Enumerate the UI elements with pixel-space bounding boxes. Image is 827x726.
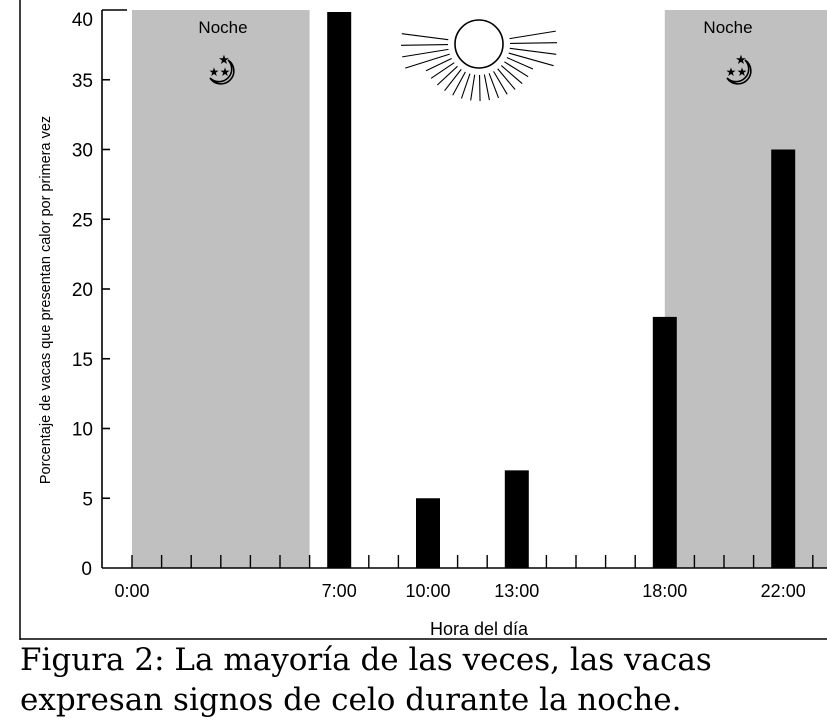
y-tick-label: 10 bbox=[72, 420, 93, 441]
y-tick-label: 0 bbox=[81, 559, 92, 580]
sun-ray bbox=[497, 68, 516, 90]
moon-stars-icon: ★ ★ ★ bbox=[726, 53, 752, 85]
sun-ray bbox=[444, 69, 462, 92]
night-label-left: Noche bbox=[198, 18, 247, 37]
sun-ray bbox=[504, 61, 529, 78]
sun-ray bbox=[483, 74, 490, 101]
sun-icon bbox=[401, 19, 557, 102]
bar bbox=[327, 12, 352, 568]
sun-ray bbox=[488, 73, 500, 99]
caption-line-2: expresan signos de celo durante la noche… bbox=[20, 682, 682, 718]
sun-ray bbox=[405, 53, 450, 69]
sun-ray bbox=[460, 73, 471, 99]
sun-ray bbox=[436, 65, 458, 86]
sun-ray bbox=[509, 30, 556, 40]
sun-ray bbox=[452, 71, 466, 96]
sun-ray bbox=[509, 47, 557, 55]
x-tick-label: 7:00 bbox=[322, 581, 357, 601]
sun-ray bbox=[509, 42, 557, 45]
sun-ray bbox=[430, 62, 455, 79]
x-tick-label: 13:00 bbox=[494, 581, 539, 601]
y-tick-label: 5 bbox=[82, 489, 93, 510]
bar-chart: Noche Noche ★ ★ ★ ★ ★ ★ 0 5 10 15 20 25 30 35 40… bbox=[19, 0, 827, 640]
sun-ray bbox=[401, 33, 449, 41]
y-tick-label: 25 bbox=[72, 210, 93, 231]
sun-ray bbox=[478, 74, 481, 102]
night-band bbox=[664, 10, 827, 568]
sun-ray bbox=[401, 43, 449, 46]
sun-ray bbox=[506, 57, 534, 70]
svg-text:★: ★ bbox=[735, 53, 747, 68]
x-tick-label: 22:00 bbox=[761, 581, 806, 601]
sun-ray bbox=[402, 48, 449, 58]
sun-ray bbox=[493, 71, 508, 95]
x-axis-label: Hora del día bbox=[430, 619, 529, 639]
sun-ray bbox=[470, 74, 476, 101]
y-tick-label: 30 bbox=[72, 141, 93, 162]
night-band bbox=[132, 10, 310, 568]
night-label-right: Noche bbox=[703, 18, 752, 37]
y-tick-label: 40 bbox=[72, 10, 93, 31]
svg-text:★: ★ bbox=[726, 65, 737, 79]
y-tick-label: 20 bbox=[72, 280, 93, 301]
moon-stars-icon: ★ ★ ★ bbox=[209, 53, 235, 85]
sun-ray bbox=[500, 65, 523, 85]
svg-text:★: ★ bbox=[218, 53, 230, 68]
y-axis-label: Porcentaje de vacas que presentan calor … bbox=[38, 116, 54, 484]
night-bands bbox=[132, 10, 827, 568]
x-tick-label: 10:00 bbox=[405, 581, 450, 601]
bar bbox=[652, 316, 677, 568]
x-axis-ticks: 0:00 7:00 10:00 13:00 18:00 22:00 bbox=[114, 555, 814, 601]
x-tick-label: 0:00 bbox=[114, 581, 149, 601]
bar bbox=[771, 149, 796, 568]
svg-text:★: ★ bbox=[220, 65, 231, 79]
y-tick-label: 35 bbox=[72, 71, 93, 92]
svg-text:★: ★ bbox=[737, 65, 748, 79]
y-tick-label: 15 bbox=[72, 350, 93, 371]
caption-line-1: Figura 2: La mayoría de las veces, las v… bbox=[20, 642, 712, 678]
figure-caption: Figura 2: La mayoría de las veces, las v… bbox=[20, 640, 820, 720]
svg-text:★: ★ bbox=[209, 65, 220, 79]
sun-ray bbox=[425, 58, 452, 72]
bar bbox=[504, 470, 529, 568]
x-tick-label: 18:00 bbox=[642, 581, 687, 601]
sun-ray bbox=[508, 52, 554, 67]
y-axis-ticks: 0 5 10 15 20 25 30 35 40 bbox=[72, 10, 110, 580]
